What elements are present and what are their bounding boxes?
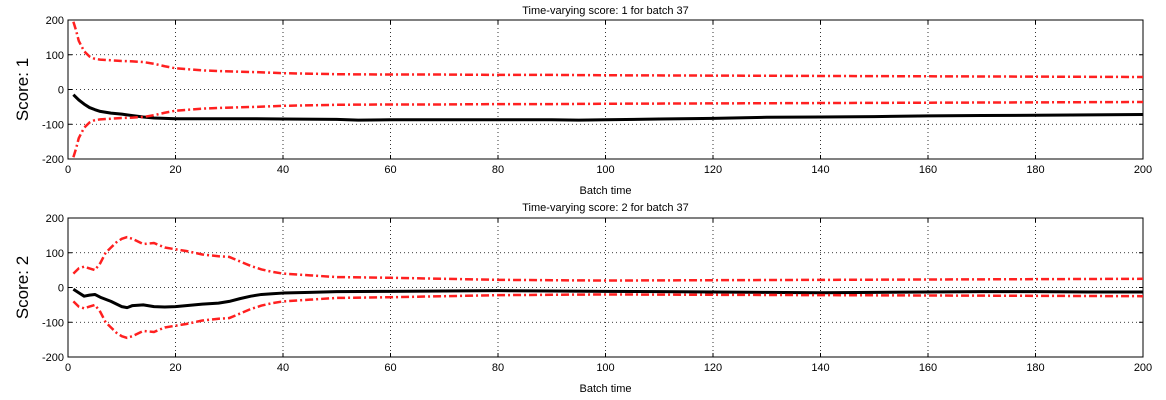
y-tick-label: -100: [42, 119, 64, 131]
x-tick-label: 80: [492, 362, 504, 374]
x-tick-label: 20: [169, 164, 181, 176]
y-tick-label: 100: [46, 248, 64, 260]
x-tick-label: 40: [277, 362, 289, 374]
x-tick-label: 100: [596, 164, 614, 176]
series-line-upper-limit: [72, 235, 1144, 282]
series-line-upper-limit: [72, 21, 1144, 79]
x-tick-label: 0: [65, 362, 71, 374]
series-line-lower-limit: [72, 293, 1144, 340]
chart-panel-1: 0 20 40 60 80 100 120 140 160 180 200 -200 -100 0 100 2…: [13, 5, 1152, 197]
x-tick-label: 200: [1134, 362, 1152, 374]
y-tick-label: -200: [42, 154, 64, 166]
x-tick-label: 140: [811, 362, 829, 374]
x-tick-label: 120: [704, 164, 722, 176]
series-line-lower-limit: [72, 100, 1144, 158]
x-tick-label: 100: [596, 362, 614, 374]
x-tick-label: 60: [384, 362, 396, 374]
x-tick-label: 0: [65, 164, 71, 176]
plot-area: [67, 217, 1144, 358]
y-tick-label: 100: [46, 50, 64, 62]
x-tick-label: 180: [1026, 164, 1044, 176]
series-line-score: [72, 287, 1143, 310]
x-tick-label: 160: [919, 362, 937, 374]
y-tick-label: 200: [46, 213, 64, 225]
x-tick-label: 60: [384, 164, 396, 176]
x-tick-label: 180: [1026, 362, 1044, 374]
chart-panel-2: 0 20 40 60 80 100 120 140 160 180 200 -200 -100 0 100 2…: [13, 202, 1152, 395]
x-tick-label: 200: [1134, 164, 1152, 176]
chart-title: Time-varying score: 2 for batch 37: [522, 202, 689, 214]
y-tick-label: -200: [42, 352, 64, 364]
y-tick-label: 200: [46, 15, 64, 27]
x-tick-label: 20: [169, 362, 181, 374]
x-tick-label: 120: [704, 362, 722, 374]
x-tick-label: 160: [919, 164, 937, 176]
y-axis-label: Score: 2: [13, 256, 32, 319]
x-axis-label: Batch time: [580, 383, 632, 395]
x-tick-label: 140: [811, 164, 829, 176]
chart-title: Time-varying score: 1 for batch 37: [522, 5, 689, 17]
x-tick-label: 80: [492, 164, 504, 176]
x-tick-label: 40: [277, 164, 289, 176]
x-axis-label: Batch time: [580, 185, 632, 197]
plot-area: [67, 19, 1144, 160]
series-line-score: [72, 93, 1144, 122]
y-tick-label: -100: [42, 317, 64, 329]
y-tick-label: 0: [58, 283, 64, 295]
y-axis-label: Score: 1: [13, 58, 32, 121]
y-tick-label: 0: [58, 85, 64, 97]
